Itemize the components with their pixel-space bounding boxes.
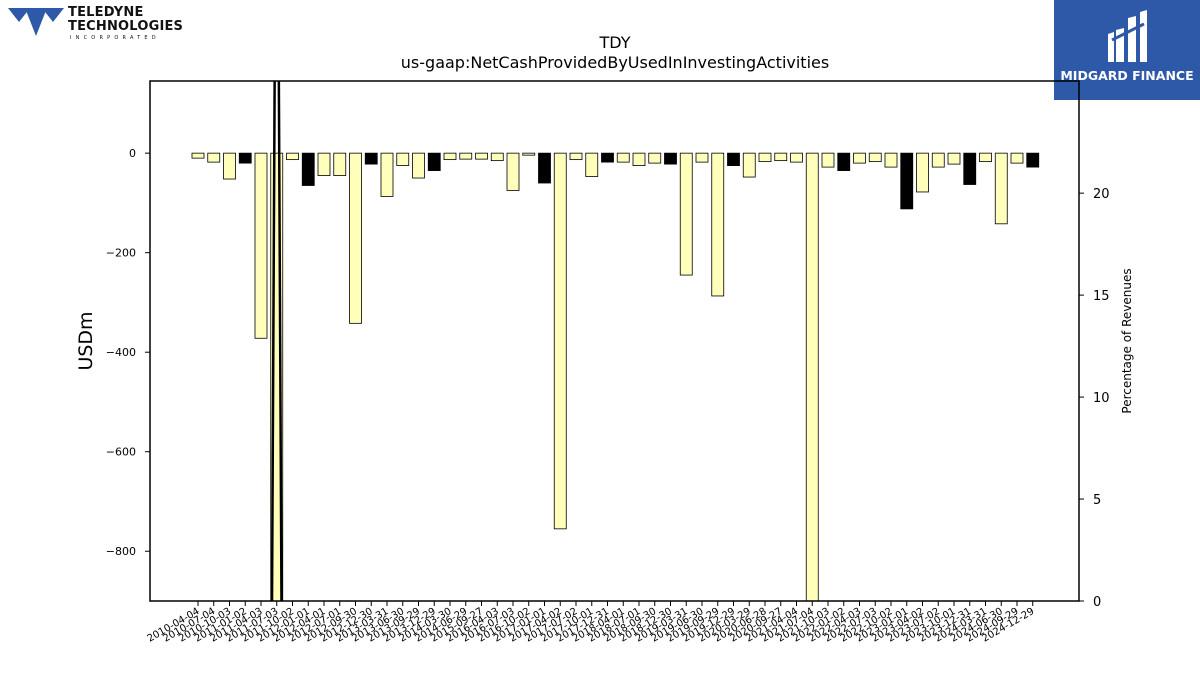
bar	[553, 152, 567, 530]
y2-tick-label: 15	[1093, 289, 1110, 304]
bar	[601, 152, 614, 163]
bar	[538, 152, 551, 184]
teledyne-emblem-icon	[8, 8, 64, 36]
bar	[286, 152, 299, 161]
teledyne-logo: TELEDYNE TECHNOLOGIES INCORPORATED	[8, 6, 183, 46]
bar	[191, 152, 205, 159]
bar	[207, 152, 221, 163]
plot-frame	[149, 80, 1080, 602]
bar	[664, 152, 677, 165]
bar	[427, 152, 441, 171]
y-tick-label: 0	[129, 147, 136, 160]
bar	[506, 152, 520, 191]
bar	[679, 152, 693, 276]
bar	[459, 152, 473, 160]
bar	[758, 152, 772, 163]
bar	[774, 152, 788, 162]
bar	[790, 152, 803, 163]
bar	[475, 152, 488, 160]
bar	[931, 152, 945, 168]
logo-line-3: INCORPORATED	[70, 35, 160, 41]
y-tick-label: −600	[106, 446, 136, 459]
y2-axis-label: Percentage of Revenues	[1120, 268, 1134, 413]
bar	[301, 152, 315, 186]
bar	[884, 152, 898, 168]
y2-tick-label: 10	[1093, 391, 1110, 406]
bar	[947, 152, 961, 165]
bar	[695, 152, 709, 163]
bar	[805, 152, 819, 601]
bar	[569, 152, 583, 161]
bar	[632, 152, 646, 166]
bar	[711, 152, 725, 297]
bar	[837, 152, 851, 171]
bar	[994, 152, 1008, 225]
bar	[868, 152, 882, 163]
bar	[916, 152, 929, 193]
bar	[616, 152, 630, 163]
bar	[1010, 152, 1024, 164]
bar	[443, 152, 457, 161]
bar	[490, 152, 504, 162]
bar	[238, 152, 252, 164]
bar	[963, 152, 977, 185]
bar	[727, 152, 740, 166]
y2-tick-label: 5	[1093, 493, 1101, 508]
bar	[853, 152, 866, 164]
bar	[742, 152, 756, 178]
bar	[821, 152, 835, 168]
bar	[900, 152, 914, 210]
chart-title: TDY	[599, 33, 631, 52]
bar	[522, 152, 536, 156]
logo-line-2: TECHNOLOGIES	[68, 19, 184, 34]
bar	[979, 152, 992, 163]
y-axis-label: USDm	[75, 311, 97, 370]
bar	[396, 152, 410, 166]
midgard-brand-text: MIDGARD FINANCE	[1060, 68, 1194, 83]
bar	[223, 152, 236, 180]
bar	[349, 152, 362, 324]
y-tick-label: −800	[106, 545, 136, 558]
y-tick-label: −200	[106, 247, 136, 260]
bar	[412, 152, 425, 179]
logo-line-1: TELEDYNE	[68, 5, 144, 20]
bar	[648, 152, 662, 164]
bar	[333, 152, 347, 176]
chart-subtitle: us-gaap:NetCashProvidedByUsedInInvesting…	[401, 53, 829, 72]
bar	[254, 152, 268, 339]
bar	[1026, 152, 1040, 168]
teledyne-logo-text: TELEDYNE TECHNOLOGIES	[68, 6, 183, 34]
bar	[364, 152, 378, 165]
percentage-line	[270, 81, 283, 601]
bar	[585, 152, 599, 177]
y2-tick-label: 20	[1093, 187, 1110, 202]
bar	[380, 152, 394, 197]
midgard-finance-logo: MIDGARD FINANCE	[1054, 0, 1200, 100]
y2-tick-label: 0	[1093, 595, 1101, 610]
bar	[317, 152, 331, 176]
y-tick-label: −400	[106, 346, 136, 359]
midgard-emblem-icon	[1108, 10, 1147, 62]
